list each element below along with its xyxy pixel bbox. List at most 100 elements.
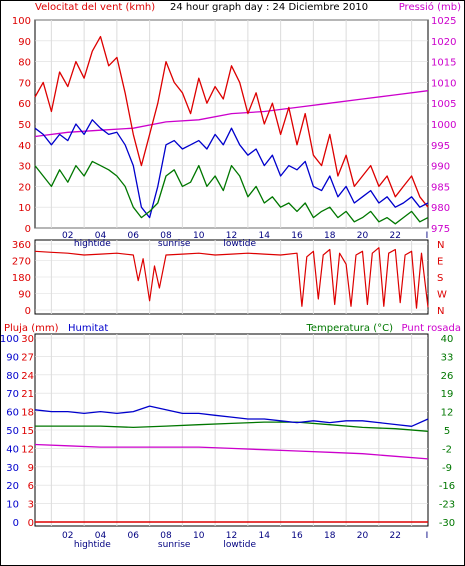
humidity-tick-label: 80 (6, 371, 19, 382)
pressure-tick-label: 1020 (431, 37, 456, 48)
temperature-tick-label: -30 (439, 518, 455, 529)
compass-tick-label: S (437, 273, 443, 284)
direction-tick-label: 180 (12, 273, 31, 284)
hour-tick-label: 16 (291, 531, 303, 541)
wind-speed-tick-label: 70 (18, 78, 31, 89)
temperature-tick-label: -9 (442, 463, 452, 474)
hour-tick-label: 04 (95, 231, 107, 241)
rain-tick-label: 6 (28, 481, 34, 492)
wind-speed-label: Velocitat del vent (kmh) (35, 2, 155, 13)
temperature-tick-label: 33 (441, 352, 454, 363)
humidity-line (34, 405, 429, 427)
direction-tick-label: 0 (25, 306, 31, 317)
pressure-tick-label: 985 (431, 182, 450, 193)
temperature-tick-label: 19 (441, 389, 454, 400)
graph-title: 24 hour graph day : 24 Diciembre 2010 (170, 2, 368, 13)
rain-tick-label: 30 (21, 334, 34, 345)
wind-speed-tick-label: 80 (18, 58, 31, 69)
wind-pressure-series (34, 35, 429, 225)
wind-direction-grid (35, 240, 428, 314)
hour-tick-label: 22 (390, 231, 401, 241)
temperature-tick-label: -23 (439, 500, 455, 511)
wind-direction-axes: 0 N 90 W 180 S 270 E 360 N (12, 240, 447, 317)
hour-tick-label: 18 (324, 531, 336, 541)
wind-speed-tick-label: 100 (12, 16, 31, 27)
pressure-tick-label: 1000 (431, 120, 456, 131)
humidity-tick-label: 10 (6, 500, 19, 511)
temp-humidity-series (34, 405, 429, 523)
pressure-tick-label: 995 (431, 141, 450, 152)
wind-speed-tick-label: 60 (18, 99, 31, 110)
rain-label: Pluja (mm) (4, 323, 59, 334)
wind-speed-tick-label: 20 (18, 182, 31, 193)
wind-speed-tick-label: 90 (18, 37, 31, 48)
wind-direction-series (34, 247, 429, 309)
hour-tick-label: 12 (226, 231, 237, 241)
hour-tick-label: 20 (357, 231, 369, 241)
temperature-tick-label: 26 (441, 371, 454, 382)
humidity-tick-label: 90 (6, 352, 19, 363)
temperature-tick-label: 5 (444, 426, 450, 437)
compass-tick-label: E (437, 257, 443, 268)
humidity-tick-label: 30 (6, 463, 19, 474)
humidity-tick-label: 50 (6, 426, 19, 437)
pressure-label: Pressió (mb) (399, 1, 461, 13)
humidity-tick-label: 20 (6, 481, 19, 492)
wind-speed-tick-label: 50 (18, 120, 31, 131)
tide-sun-annotation: sunrise (158, 239, 191, 249)
rain-tick-label: 9 (28, 463, 34, 474)
rain-tick-label: 3 (28, 500, 34, 511)
rain-tick-label: 21 (21, 389, 34, 400)
hour-tick-label: 10 (193, 231, 205, 241)
wind-gust-line (34, 119, 429, 219)
pressure-tick-label: 990 (431, 162, 450, 173)
hour-tick-label: 10 (193, 531, 205, 541)
pressure-tick-label: 980 (431, 203, 450, 214)
hour-tick-label: 06 (128, 231, 140, 241)
humidity-label: Humitat (68, 323, 108, 334)
tide-sun-annotation: lowtide (223, 239, 256, 249)
temperature-tick-label: -2 (442, 444, 452, 455)
tide-sun-annotation: sunrise (158, 540, 191, 550)
direction-tick-label: 90 (18, 290, 31, 301)
humidity-tick-label: 60 (6, 408, 19, 419)
rain-tick-label: 15 (21, 426, 34, 437)
tide-sun-annotation: hightide (74, 540, 111, 550)
pressure-tick-label: 1010 (431, 78, 456, 89)
humidity-tick-label: 40 (6, 444, 19, 455)
compass-tick-label: N (437, 240, 444, 251)
temperature-tick-label: -16 (439, 481, 455, 492)
humidity-tick-label: 70 (6, 389, 19, 400)
wind-speed-tick-label: 10 (18, 203, 31, 214)
humidity-tick-label: 100 (0, 334, 19, 345)
wind-pressure-grid (35, 19, 428, 229)
hour-tick-label: 12 (226, 531, 237, 541)
direction-tick-label: 270 (12, 257, 31, 268)
hour-tick-label: 14 (259, 231, 271, 241)
rain-tick-label: 27 (21, 352, 34, 363)
compass-tick-label: N (437, 306, 444, 317)
hour-tick-label: 08 (160, 531, 172, 541)
wind-pressure-axes: 0102030405060708090100975980985990995100… (12, 16, 457, 249)
pressure-tick-label: 1025 (431, 16, 456, 27)
hour-tick-label: 08 (160, 231, 172, 241)
compass-tick-label: W (437, 290, 447, 301)
hour-tick-label: I (426, 231, 429, 241)
hour-tick-label: 06 (128, 531, 140, 541)
hour-tick-label: 04 (95, 531, 107, 541)
temperature-label: Temperatura (°C) (305, 323, 393, 334)
rain-tick-label: 24 (21, 371, 34, 382)
pressure-tick-label: 1015 (431, 58, 456, 69)
wind-direction-line (34, 247, 429, 309)
dewpoint-label: Punt rosada (402, 323, 461, 334)
wind-speed-tick-label: 30 (18, 162, 31, 173)
hour-tick-label: 02 (62, 531, 73, 541)
tide-sun-annotation: hightide (74, 239, 111, 249)
pressure-line (34, 90, 429, 138)
direction-tick-label: 360 (12, 240, 31, 251)
dewpoint-line (34, 443, 429, 460)
wind-speed-tick-label: 40 (18, 141, 31, 152)
